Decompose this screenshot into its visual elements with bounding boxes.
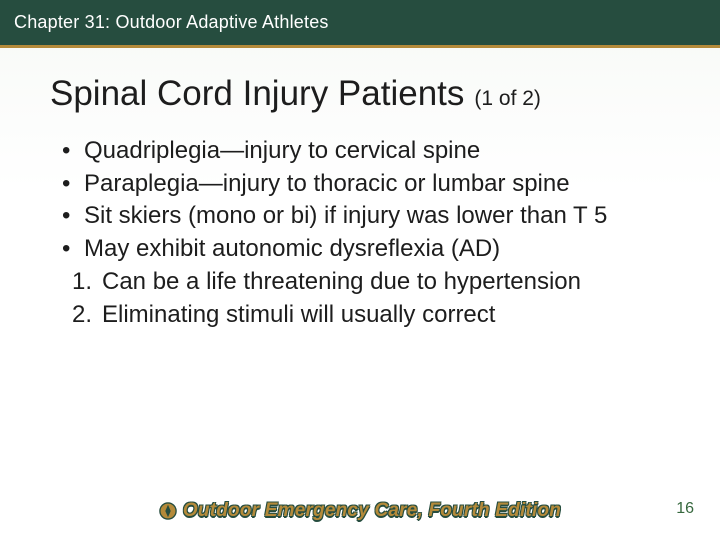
footer: Outdoor Emergency Care, Fourth Edition bbox=[0, 500, 720, 522]
content-area: Spinal Cord Injury Patients (1 of 2) Qua… bbox=[0, 48, 720, 330]
bullet-item: Quadriplegia—injury to cervical spine bbox=[58, 136, 680, 167]
numbered-list: Can be a life threatening due to hyperte… bbox=[50, 267, 680, 330]
bullet-list: Quadriplegia—injury to cervical spine Pa… bbox=[50, 136, 680, 265]
title-row: Spinal Cord Injury Patients (1 of 2) bbox=[50, 74, 680, 114]
page-number: 16 bbox=[676, 500, 694, 518]
bullet-item: Paraplegia—injury to thoracic or lumbar … bbox=[58, 169, 680, 200]
chapter-label: Chapter 31: Outdoor Adaptive Athletes bbox=[14, 12, 329, 33]
slide: Chapter 31: Outdoor Adaptive Athletes Sp… bbox=[0, 0, 720, 540]
slide-title: Spinal Cord Injury Patients bbox=[50, 74, 464, 114]
numbered-item: Can be a life threatening due to hyperte… bbox=[72, 267, 680, 298]
bullet-item: May exhibit autonomic dysreflexia (AD) bbox=[58, 234, 680, 265]
numbered-item: Eliminating stimuli will usually correct bbox=[72, 300, 680, 331]
bullet-item: Sit skiers (mono or bi) if injury was lo… bbox=[58, 201, 680, 232]
slide-title-sub: (1 of 2) bbox=[474, 87, 541, 111]
header-bar: Chapter 31: Outdoor Adaptive Athletes bbox=[0, 0, 720, 48]
footer-brand: Outdoor Emergency Care, Fourth Edition bbox=[183, 500, 561, 522]
brand-icon bbox=[159, 502, 177, 520]
